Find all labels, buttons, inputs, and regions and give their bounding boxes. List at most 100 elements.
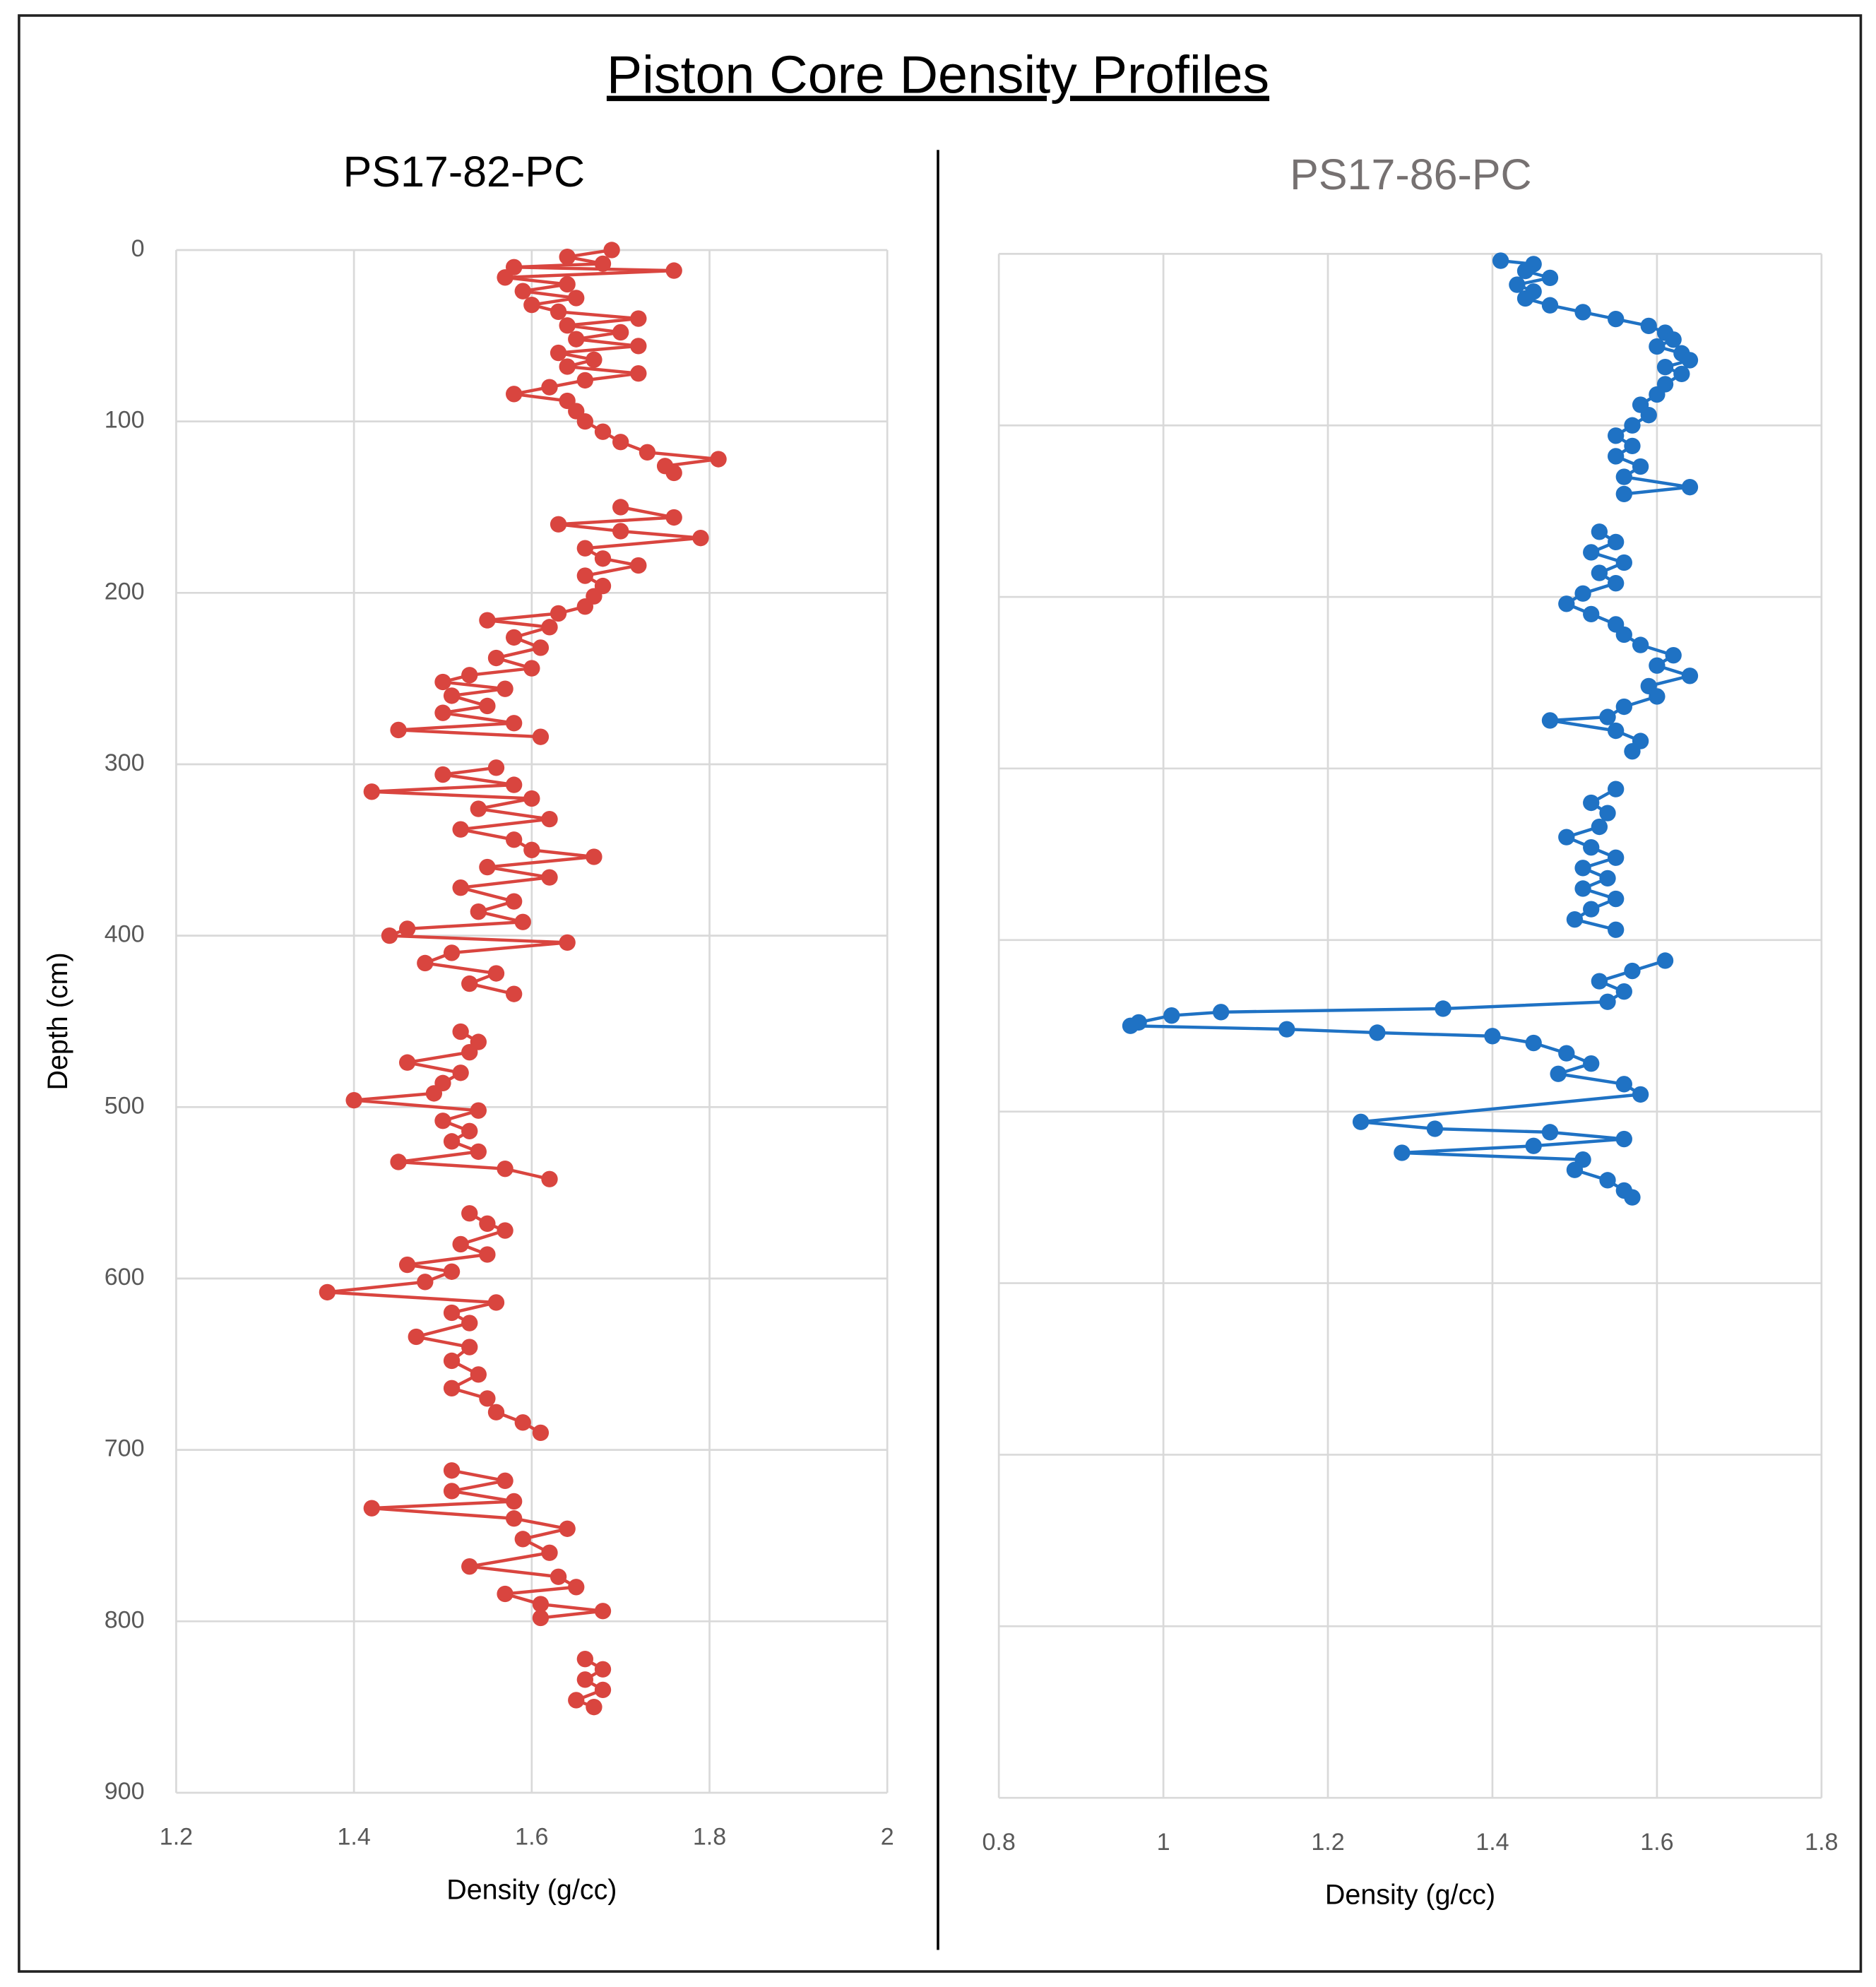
data-point xyxy=(1558,595,1575,612)
data-point xyxy=(443,1263,461,1280)
data-point xyxy=(363,1500,380,1517)
data-point xyxy=(586,1698,602,1716)
data-point xyxy=(1583,794,1600,812)
data-point xyxy=(1516,290,1534,307)
y-tick-label: 100 xyxy=(105,407,145,434)
data-point xyxy=(514,283,531,299)
x-tick-label: 1.6 xyxy=(515,1824,548,1851)
data-point xyxy=(1640,406,1657,424)
data-point xyxy=(559,249,576,266)
data-point xyxy=(550,1568,567,1585)
data-point xyxy=(559,275,576,293)
data-point xyxy=(1624,437,1641,455)
data-point xyxy=(505,1493,523,1510)
data-point xyxy=(630,310,647,327)
data-point xyxy=(1607,533,1625,551)
data-point xyxy=(1352,1113,1370,1130)
y-tick-label: 0 xyxy=(131,235,145,262)
data-point xyxy=(505,893,523,910)
data-point xyxy=(470,800,487,817)
data-point xyxy=(470,903,487,920)
data-point xyxy=(479,858,496,876)
x-tick-label: 1.8 xyxy=(693,1824,726,1851)
data-point xyxy=(1591,523,1608,540)
data-point xyxy=(1624,1189,1641,1206)
x-tick-label: 1.2 xyxy=(160,1824,193,1851)
data-point xyxy=(568,1692,585,1709)
data-point xyxy=(1607,448,1625,465)
x-tick-label: 1.2 xyxy=(1311,1829,1344,1856)
data-point xyxy=(452,1064,469,1081)
y-axis-title: Depth (cm) xyxy=(42,952,73,1090)
data-point xyxy=(594,255,612,273)
data-point xyxy=(425,1085,443,1102)
data-point xyxy=(1607,427,1625,444)
data-point xyxy=(586,848,602,865)
data-point xyxy=(532,728,550,745)
data-point xyxy=(1615,698,1632,716)
data-point xyxy=(1607,574,1625,592)
data-point xyxy=(487,965,505,982)
data-point xyxy=(576,567,594,584)
data-point xyxy=(443,944,461,961)
data-point xyxy=(665,509,682,526)
data-point xyxy=(665,262,682,279)
data-point xyxy=(639,444,656,461)
data-point xyxy=(1599,708,1616,725)
x-tick-label: 0.8 xyxy=(982,1829,1015,1856)
data-point xyxy=(1607,890,1625,908)
y-tick-label: 900 xyxy=(105,1778,145,1805)
data-point xyxy=(487,759,505,776)
data-point xyxy=(390,1153,407,1170)
data-point xyxy=(1615,1076,1632,1093)
data-point xyxy=(505,386,523,403)
data-point xyxy=(1525,1034,1542,1052)
data-point xyxy=(1394,1144,1411,1161)
data-point xyxy=(559,1520,576,1537)
data-point xyxy=(559,934,576,951)
data-point xyxy=(1599,1172,1616,1189)
data-point xyxy=(1632,1086,1649,1103)
data-point xyxy=(630,365,647,382)
data-point xyxy=(541,1544,558,1561)
data-point xyxy=(443,1133,461,1150)
data-point xyxy=(1566,1161,1584,1178)
data-point xyxy=(1615,554,1632,571)
y-tick-label: 600 xyxy=(105,1264,145,1291)
data-point xyxy=(523,790,540,807)
data-point xyxy=(497,1222,513,1239)
data-point xyxy=(514,1414,531,1431)
data-point xyxy=(381,927,398,944)
data-point xyxy=(594,550,612,567)
data-point xyxy=(1615,1130,1632,1148)
y-tick-label: 400 xyxy=(105,921,145,948)
data-point xyxy=(345,1091,362,1109)
data-point xyxy=(1649,386,1666,403)
data-point xyxy=(630,338,647,355)
data-point xyxy=(417,954,434,972)
data-point xyxy=(1278,1021,1295,1038)
data-point xyxy=(408,1328,425,1346)
data-point xyxy=(479,697,496,715)
data-point xyxy=(363,783,380,800)
data-point xyxy=(1550,1065,1567,1082)
data-point xyxy=(559,358,576,375)
data-point xyxy=(390,721,407,739)
data-point xyxy=(1163,1007,1180,1024)
data-point xyxy=(443,1380,461,1396)
data-point xyxy=(470,1102,487,1119)
data-point xyxy=(1426,1120,1444,1137)
data-point xyxy=(1574,880,1591,897)
data-point xyxy=(1640,317,1657,335)
data-point xyxy=(1591,973,1608,990)
data-point xyxy=(1484,1028,1501,1045)
data-point xyxy=(1541,297,1559,314)
y-tick-label: 200 xyxy=(105,578,145,605)
data-point xyxy=(398,920,416,937)
data-point xyxy=(568,1579,585,1596)
data-point xyxy=(487,649,505,667)
x-tick-label: 1.4 xyxy=(1476,1829,1509,1856)
data-point xyxy=(1632,636,1649,653)
y-tick-label: 700 xyxy=(105,1435,145,1462)
